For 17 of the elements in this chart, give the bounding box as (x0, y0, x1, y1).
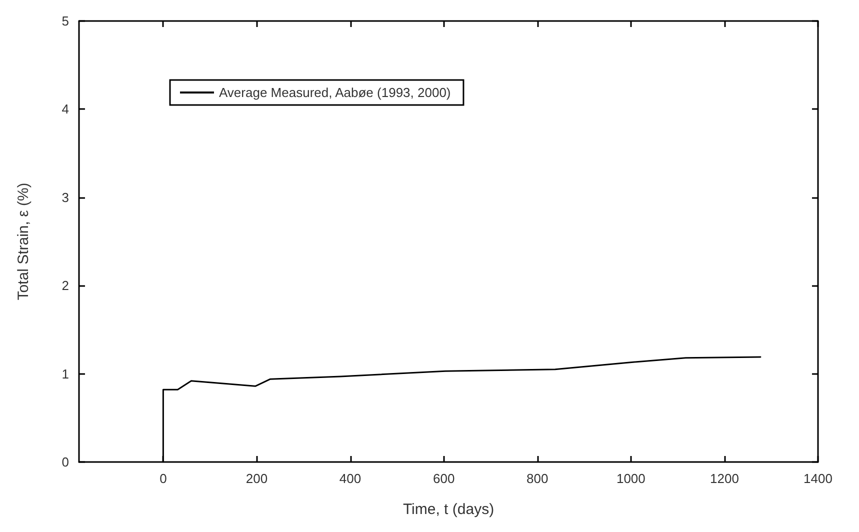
x-axis-title: Time, t (days) (402, 501, 494, 518)
y-tick-label: 2 (62, 278, 69, 294)
y-axis-title: Total Strain, ε (%) (15, 182, 32, 300)
y-tick-label: 1 (62, 366, 69, 382)
x-tick-label: 0 (160, 471, 167, 486)
x-tick-label: 800 (526, 471, 548, 486)
y-tick-label: 5 (62, 14, 69, 28)
y-tick-label: 3 (62, 190, 69, 205)
x-tick-label: 400 (339, 471, 362, 486)
x-tick-label: 600 (432, 471, 455, 486)
x-tick-label: 1200 (710, 471, 739, 486)
y-tick-label: 0 (62, 454, 69, 470)
y-tick-label: 4 (62, 102, 69, 117)
legend-label: Average Measured, Aabøe (1993, 2000) (219, 85, 451, 100)
x-tick-label: 1400 (804, 471, 832, 486)
x-tick-label: 200 (246, 471, 268, 486)
x-tick-label: 1000 (616, 471, 646, 486)
